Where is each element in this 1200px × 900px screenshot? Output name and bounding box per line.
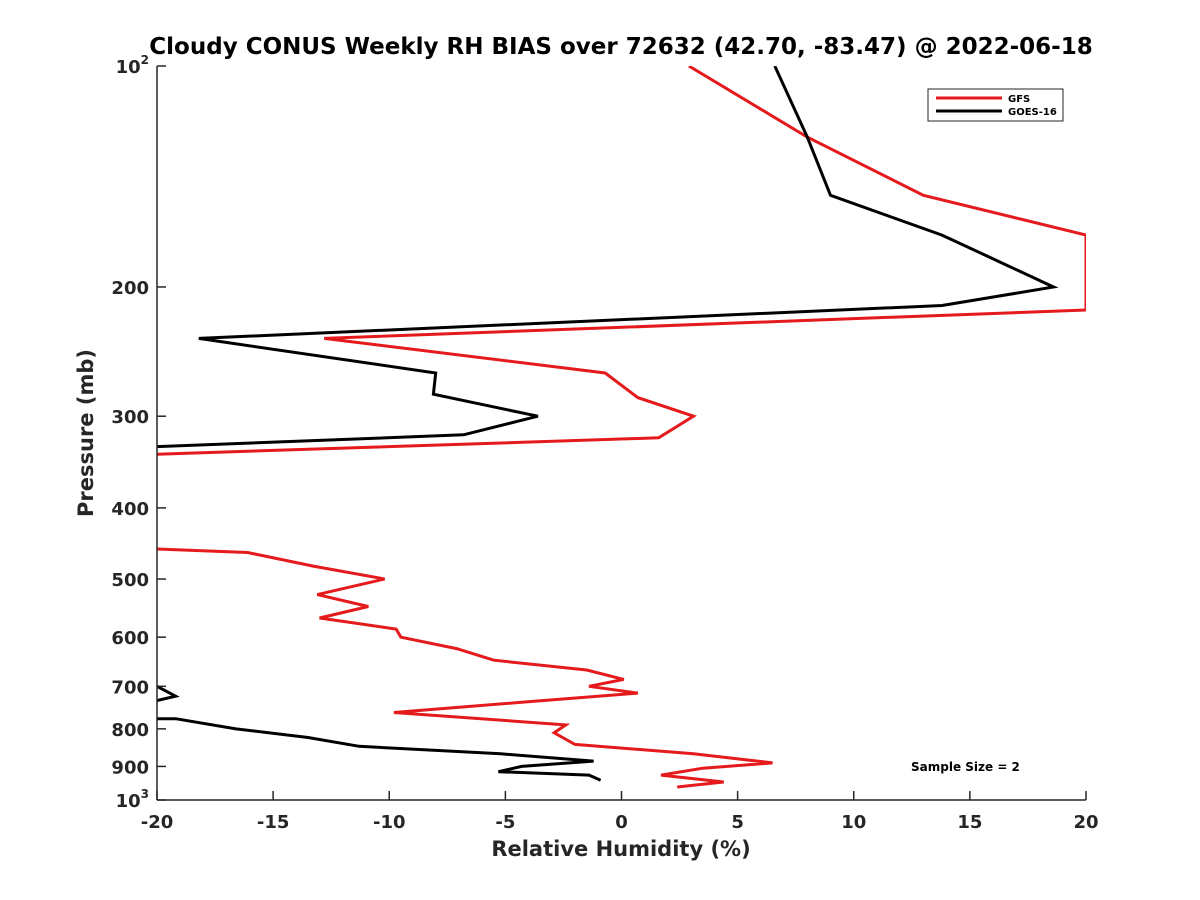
x-axis-label: Relative Humidity (%) [491,837,750,861]
legend-label-gfs: GFS [1008,94,1030,105]
series-line-gfs-segment-2 [157,547,773,789]
x-tick-label: -5 [495,812,515,833]
chart-title: Cloudy CONUS Weekly RH BIAS over 72632 (… [149,34,1092,60]
series-line-goes-16-segment-2 [157,684,180,703]
y-tick-label: 500 [111,570,149,591]
legend: GFS GOES-16 [927,88,1064,122]
y-tick-label: 600 [111,628,149,649]
series-line-goes-16-segment-1 [157,66,1059,449]
y-tick-label: 400 [111,499,149,520]
x-tick-label: 5 [731,812,744,833]
x-tick-label: -10 [373,812,406,833]
x-tick-label: -20 [141,812,174,833]
legend-box [927,88,1064,122]
x-tick-label: 10 [841,812,866,833]
x-tick-label: 0 [615,812,628,833]
x-tick-label: 20 [1073,812,1098,833]
y-tick-label: 800 [111,720,149,741]
x-tick-label: -15 [257,812,290,833]
sample-size-annotation: Sample Size = 2 [911,760,1020,774]
legend-label-goes-16: GOES-16 [1008,107,1057,118]
y-tick-label-exponent: 3 [141,787,149,801]
y-tick-label: 200 [111,278,149,299]
plot-area: -20 -15 -10 -5 0 5 10 15 20102200300400500600700… [111,53,1098,833]
series-line-gfs-segment-1 [157,66,1086,456]
y-tick-label-base: 10 [116,57,141,78]
y-tick-label: 102 [116,53,149,78]
y-tick-label-base: 10 [116,791,141,812]
y-tick-label: 900 [111,757,149,778]
y-tick-label: 103 [116,787,149,812]
y-tick-label-exponent: 2 [141,53,149,67]
y-tick-label: 300 [111,407,149,428]
series-line-goes-16-segment-3 [157,717,602,782]
y-tick-label: 700 [111,677,149,698]
x-tick-label: 15 [957,812,982,833]
y-axis-label: Pressure (mb) [74,349,98,517]
